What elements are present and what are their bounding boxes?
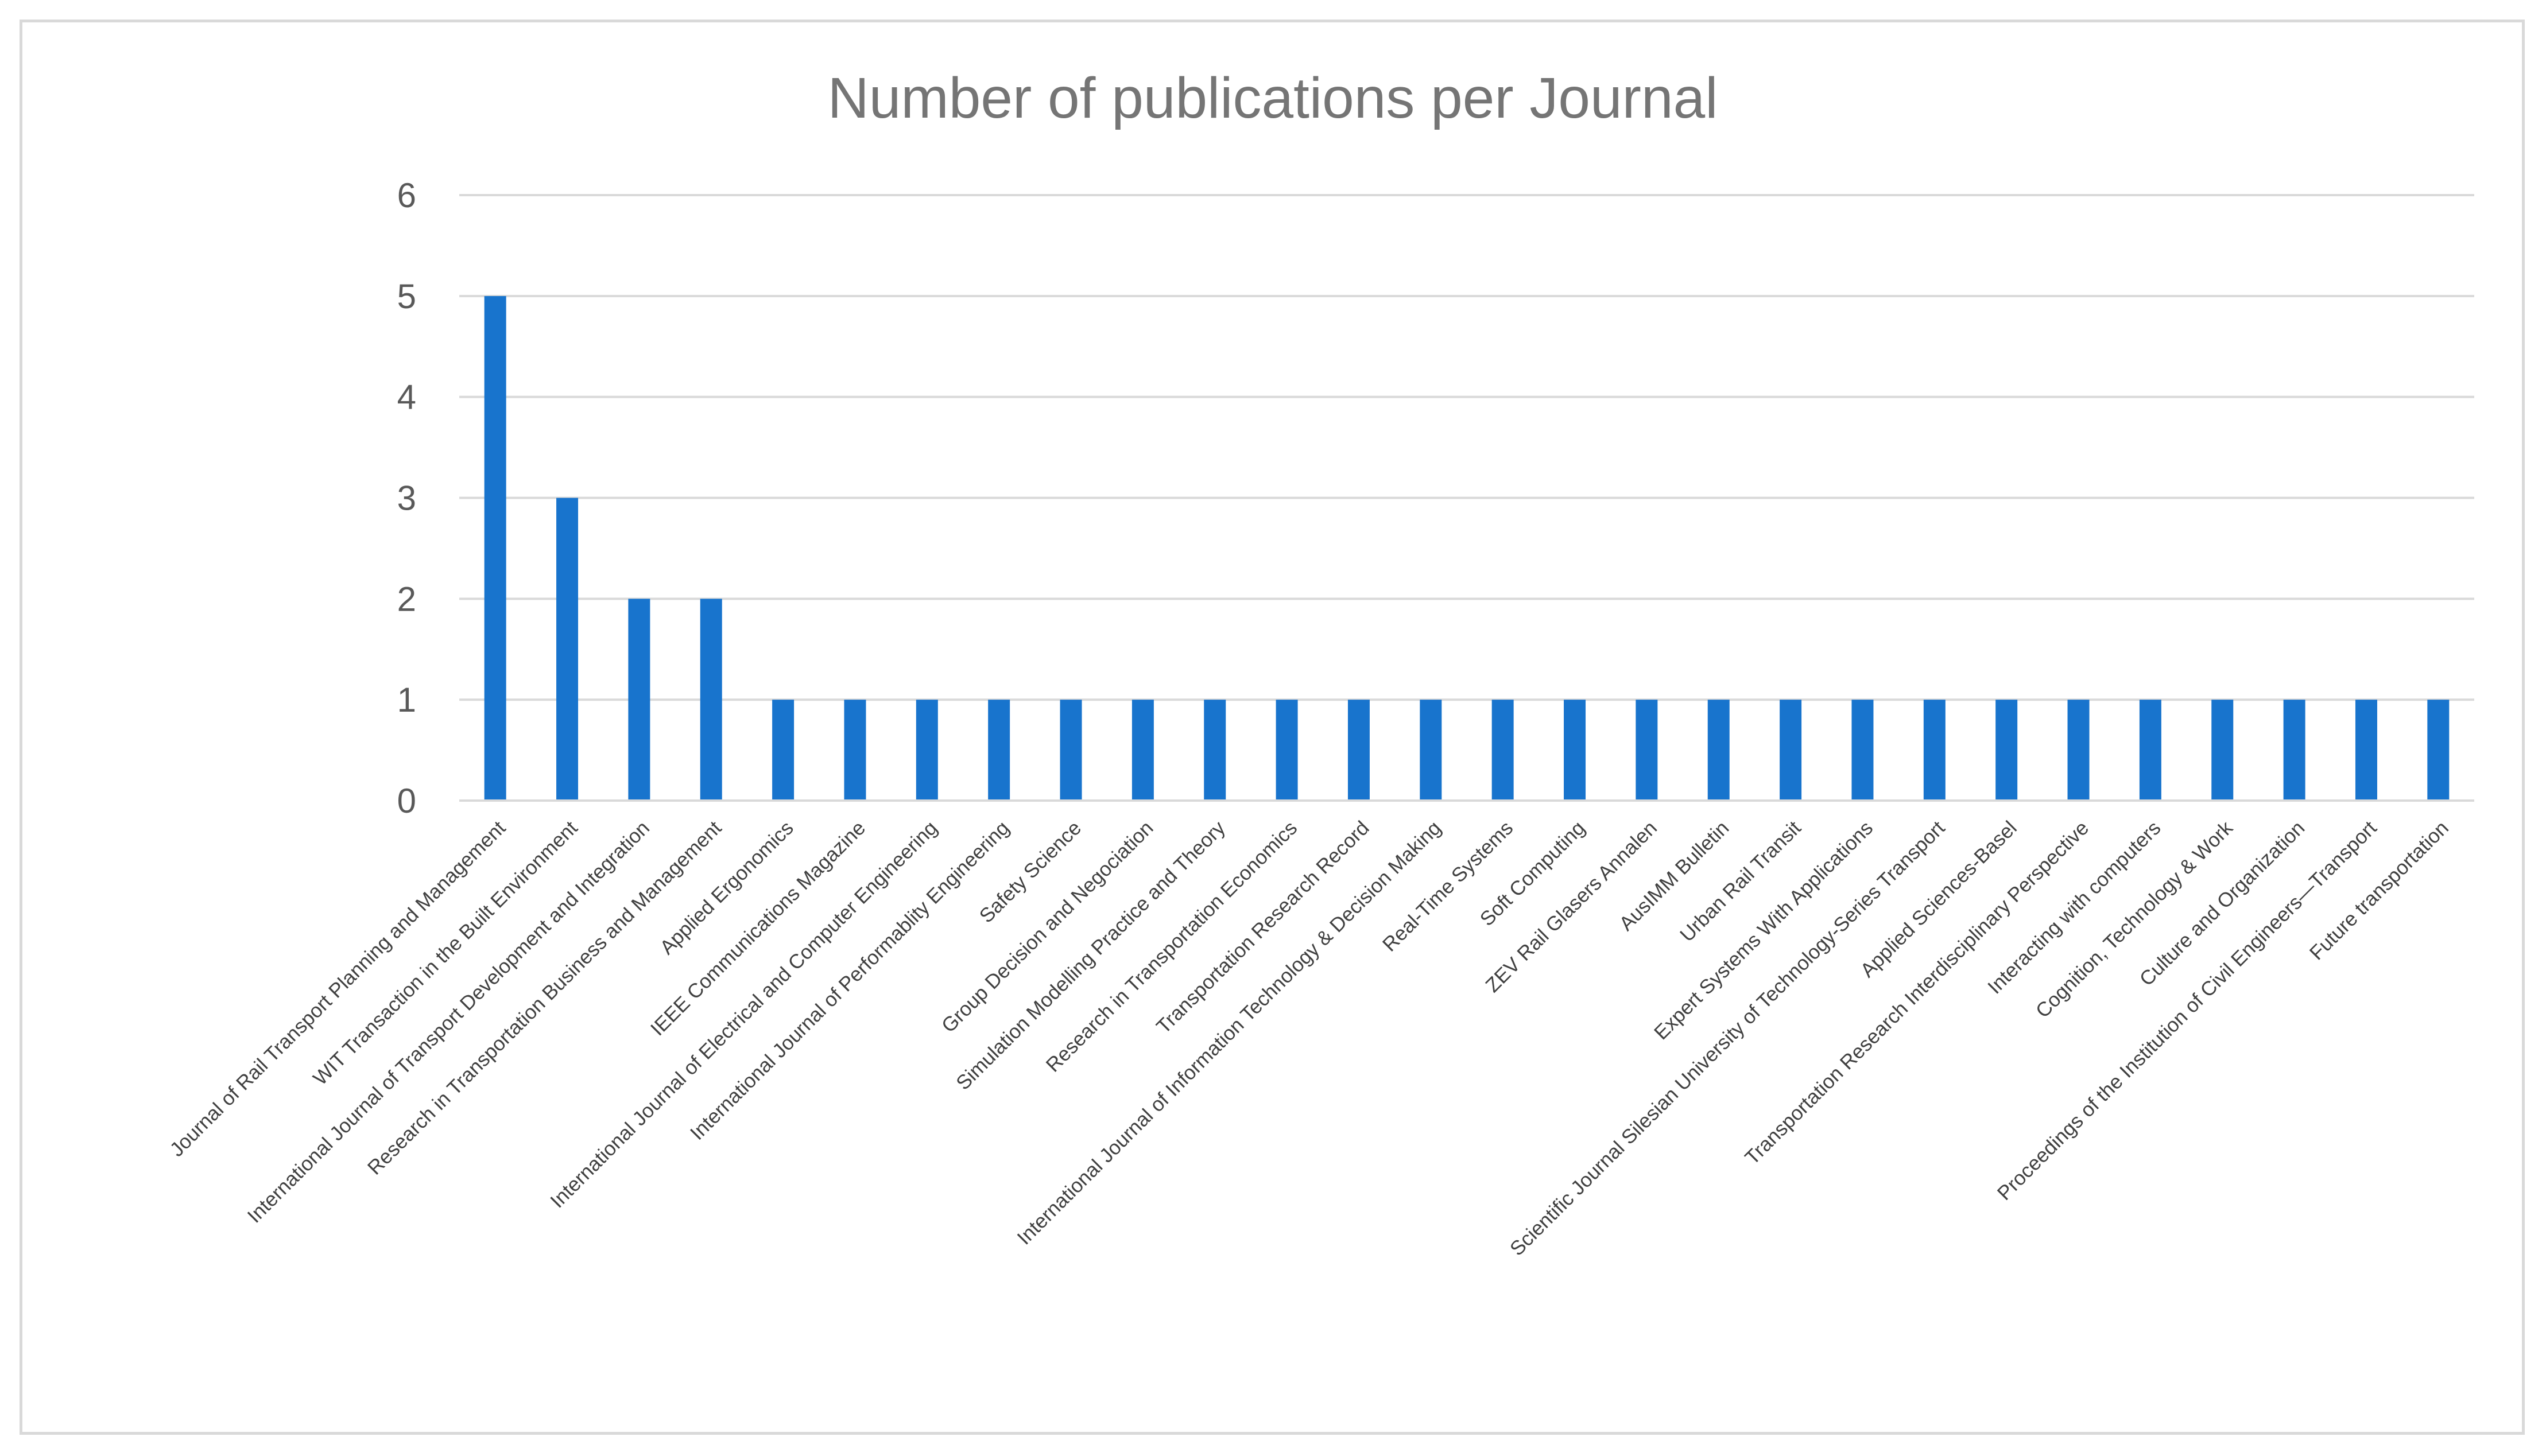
bar bbox=[1347, 700, 1370, 801]
bar bbox=[2067, 700, 2090, 801]
bar bbox=[556, 498, 579, 801]
bar bbox=[1851, 700, 1874, 801]
bar bbox=[2283, 700, 2305, 801]
bar bbox=[1995, 700, 2018, 801]
bar bbox=[1276, 700, 1298, 801]
bar bbox=[1636, 700, 1658, 801]
bar bbox=[628, 599, 650, 801]
x-tick-label: Applied Ergonomics bbox=[656, 817, 798, 959]
y-tick-label: 3 bbox=[397, 479, 416, 518]
bar bbox=[1780, 700, 1802, 801]
bar bbox=[1707, 700, 1730, 801]
x-tick-label: Journal of Rail Transport Planning and M… bbox=[165, 817, 510, 1161]
bar bbox=[1564, 700, 1586, 801]
bar bbox=[988, 700, 1010, 801]
bar bbox=[772, 700, 795, 801]
y-tick-label: 0 bbox=[397, 782, 416, 820]
x-tick-label: Real-Time Systems bbox=[1378, 817, 1518, 956]
x-tick-label: Future transportation bbox=[2305, 817, 2453, 964]
bar bbox=[916, 700, 938, 801]
y-tick-label: 1 bbox=[397, 681, 416, 719]
x-tick-label: Urban Rail Transit bbox=[1676, 817, 1805, 946]
bar bbox=[1923, 700, 1946, 801]
x-tick-label: Research in Transportation Economics bbox=[1042, 817, 1302, 1077]
bar bbox=[1420, 700, 1442, 801]
bar bbox=[1204, 700, 1226, 801]
bar bbox=[2139, 700, 2161, 801]
bar bbox=[2211, 700, 2234, 801]
gridlines bbox=[459, 194, 2474, 701]
bar bbox=[1060, 700, 1082, 801]
x-tick-label: Transportation Research Interdisciplinar… bbox=[1741, 817, 2093, 1169]
chart-frame bbox=[20, 20, 2525, 1435]
bar bbox=[1491, 700, 1514, 801]
bar bbox=[700, 599, 722, 801]
bar bbox=[484, 296, 506, 801]
chart-title: Number of publications per Journal bbox=[828, 66, 1718, 130]
x-tick-label: WIT Transaction in the Built Environment bbox=[309, 817, 582, 1090]
bar bbox=[844, 700, 866, 801]
y-axis-tick-labels: 0 1 2 3 4 5 6 bbox=[397, 176, 416, 820]
bar bbox=[2427, 700, 2450, 801]
x-tick-label: Simulation Modelling Practice and Theory bbox=[952, 817, 1230, 1094]
x-tick-label: Research in Transportation Business and … bbox=[363, 817, 726, 1179]
bar bbox=[1131, 700, 1154, 801]
y-tick-label: 4 bbox=[397, 378, 416, 417]
x-axis-tick-labels: Journal of Rail Transport Planning and M… bbox=[165, 817, 2453, 1260]
bar bbox=[2355, 700, 2377, 801]
y-tick-label: 2 bbox=[397, 580, 416, 618]
y-tick-label: 6 bbox=[397, 176, 416, 215]
bars bbox=[484, 296, 2450, 801]
y-tick-label: 5 bbox=[397, 277, 416, 316]
